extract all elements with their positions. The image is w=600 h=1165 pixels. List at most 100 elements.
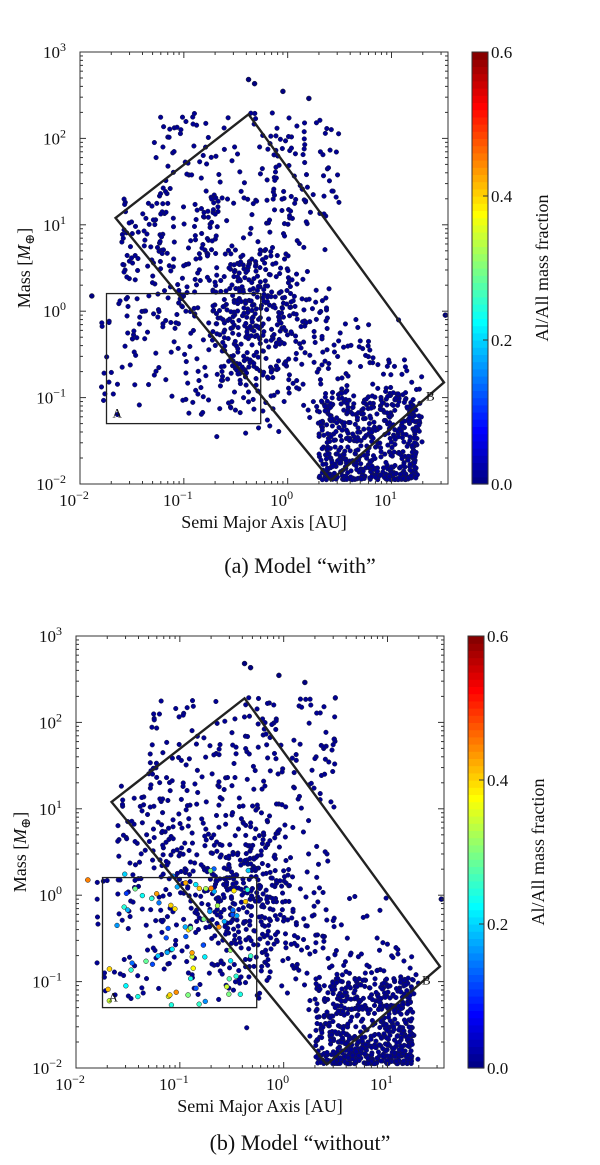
data-point: [326, 759, 332, 765]
data-point: [327, 1015, 333, 1021]
data-point: [383, 459, 389, 465]
data-point: [249, 302, 255, 308]
data-point: [173, 705, 179, 712]
data-point: [312, 996, 318, 1002]
data-point: [279, 207, 285, 214]
data-point: [114, 922, 120, 929]
data-point: [127, 860, 133, 866]
data-point: [328, 799, 334, 805]
data-point: [232, 247, 238, 253]
data-point: [213, 812, 220, 819]
data-point: [146, 221, 152, 227]
data-point: [369, 393, 375, 399]
data-point: [284, 990, 290, 996]
colorbar-step: [468, 996, 484, 1004]
data-point: [235, 826, 242, 832]
data-point: [213, 153, 219, 159]
data-point: [222, 924, 228, 930]
data-point: [290, 380, 296, 386]
data-point: [341, 344, 347, 350]
colorbar-step: [472, 368, 488, 377]
data-point: [238, 299, 244, 305]
colorbar-step: [472, 462, 488, 471]
colorbar-step: [468, 1060, 484, 1069]
data-point: [225, 376, 231, 382]
data-point: [268, 294, 274, 300]
data-point: [311, 328, 317, 335]
data-point: [338, 978, 344, 984]
data-point: [149, 961, 156, 967]
colorbar-tick-label: 0.4: [487, 771, 509, 790]
data-point: [314, 843, 320, 849]
data-point: [176, 811, 182, 817]
data-point: [259, 257, 266, 263]
data-point: [244, 776, 250, 782]
data-point: [321, 1012, 327, 1019]
data-point: [187, 925, 194, 931]
data-point: [243, 320, 249, 327]
data-point: [247, 323, 253, 329]
data-point: [288, 329, 294, 335]
data-point: [223, 812, 229, 818]
data-point: [312, 948, 318, 955]
data-point: [168, 349, 174, 355]
data-point: [190, 327, 196, 334]
data-point: [214, 331, 220, 337]
data-point: [247, 357, 253, 363]
data-point: [322, 130, 328, 136]
data-point: [232, 338, 238, 344]
data-point: [298, 805, 304, 811]
data-point: [355, 1012, 361, 1018]
data-point: [229, 158, 235, 164]
data-point: [358, 476, 364, 482]
data-point: [321, 938, 327, 944]
data-point: [268, 133, 274, 139]
colorbar-step: [468, 672, 484, 680]
data-point: [282, 898, 288, 904]
colorbar-frame: [471, 51, 489, 485]
data-point: [192, 276, 198, 282]
data-point: [294, 316, 300, 322]
data-point: [299, 704, 305, 710]
data-point: [301, 339, 307, 345]
colorbar-step: [472, 138, 488, 147]
data-point: [382, 417, 389, 424]
data-point: [182, 840, 188, 846]
data-point: [373, 444, 379, 450]
data-point: [249, 212, 255, 218]
data-point: [116, 853, 122, 859]
data-point: [319, 398, 325, 404]
data-point: [236, 977, 242, 983]
data-point: [345, 343, 351, 349]
data-point: [214, 839, 220, 845]
colorbar-step: [468, 823, 484, 831]
data-point: [369, 1044, 375, 1050]
data-point: [248, 333, 254, 339]
data-point: [154, 244, 161, 251]
colorbar-step: [468, 736, 484, 745]
data-point: [181, 263, 187, 269]
data-point: [330, 991, 336, 997]
data-point: [195, 991, 201, 997]
plot-frame: [79, 51, 449, 485]
data-point: [382, 994, 388, 1000]
data-point: [276, 428, 282, 435]
data-point: [331, 437, 337, 443]
data-point: [160, 144, 166, 150]
data-point: [339, 427, 345, 433]
data-point: [153, 155, 159, 161]
data-point: [324, 1050, 330, 1056]
data-point: [197, 981, 203, 988]
data-point: [178, 796, 184, 802]
data-point: [293, 338, 299, 344]
data-point: [347, 896, 353, 902]
data-point: [385, 1014, 392, 1020]
data-point: [312, 756, 318, 762]
data-point: [314, 1014, 320, 1020]
data-point: [160, 871, 166, 877]
data-point: [360, 914, 366, 920]
data-point: [228, 325, 234, 331]
x-tick-label: 10−1: [163, 488, 193, 510]
data-point: [300, 829, 306, 835]
